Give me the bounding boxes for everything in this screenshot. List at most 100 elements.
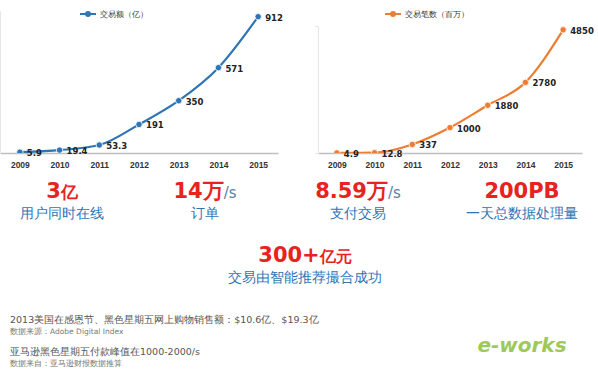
point (255, 13, 261, 19)
stat-unit: /s (224, 184, 237, 202)
data-label: 2780 (532, 78, 556, 88)
point (522, 79, 528, 85)
y-axis-line (0, 12, 1, 154)
data-label: 12.8 (382, 149, 403, 159)
highlight-unit: 亿元 (319, 247, 352, 266)
x-tick-label: 2014 (209, 160, 228, 170)
data-labels: 5.9 19.4 53.3 191 350 571 912 (27, 13, 283, 158)
stat-label: 支付交易 (330, 205, 386, 221)
note-text: 亚马逊黑色星期五付款峰值在1000-2000/s (10, 346, 200, 357)
x-tick-label: 2013 (479, 160, 498, 170)
y-axis (315, 27, 319, 154)
stat-label: 订单 (191, 205, 219, 221)
x-tick-label: 2012 (130, 160, 149, 170)
data-label: 571 (225, 64, 243, 74)
notes: 2013美国在感恩节、黑色星期五网上购物销售额：$10.6亿、$19.3亿数据来… (10, 314, 319, 368)
series-line (20, 17, 258, 152)
y-axis-line (315, 27, 319, 154)
data-label: 4.9 (344, 149, 359, 159)
x-tick: 2011 (404, 153, 423, 170)
x-tick-label: 2012 (441, 160, 460, 170)
x-tick: 2014 (209, 153, 228, 170)
x-axis-line (1, 153, 279, 155)
data-label: 191 (146, 120, 164, 130)
x-tick-label: 2015 (249, 160, 268, 170)
x-tick-label: 2013 (170, 160, 189, 170)
stats: 3亿用户同时在线14万/s订单8.59万/s支付交易200PB一天总数据处理量 (20, 179, 578, 221)
x-tick: 2013 (479, 153, 498, 170)
data-label: 53.3 (106, 141, 127, 151)
data-label: 337 (419, 140, 437, 150)
x-tick: 2012 (130, 153, 149, 170)
data-label: 19.4 (67, 146, 88, 156)
stat-value: 200PB (484, 179, 559, 203)
x-tick-label: 2009 (328, 160, 347, 170)
x-tick-label: 2011 (91, 160, 110, 170)
x-tick-label: 2015 (554, 160, 573, 170)
highlight: 300+亿元交易由智能推荐撮合成功 (228, 243, 382, 285)
point (560, 27, 566, 33)
note-text: 2013美国在感恩节、黑色星期五网上购物销售额：$10.6亿、$19.3亿 (10, 314, 319, 325)
stat-value: 8.59万/s (315, 179, 401, 203)
point (447, 124, 453, 130)
point (485, 102, 491, 108)
highlight-label: 交易由智能推荐撮合成功 (228, 269, 382, 285)
point (136, 121, 142, 127)
point (215, 64, 221, 70)
legend-marker (390, 11, 396, 17)
stat-label: 一天总数据处理量 (466, 205, 578, 221)
stat-unit: 亿 (60, 182, 79, 202)
x-tick-label: 2009 (11, 160, 30, 170)
legend-label: 交易笔数（百万） (405, 10, 469, 19)
highlight-number: 300+ (258, 243, 319, 267)
note-source: 数据来源：Adobe Digital Index (10, 327, 124, 336)
stat-value: 3亿 (46, 179, 79, 203)
stat-number: 14万 (173, 179, 223, 203)
x-tick-label: 2010 (366, 160, 385, 170)
watermark: e-works (477, 333, 566, 357)
point (176, 97, 182, 103)
legend-marker (85, 11, 91, 17)
series-line (337, 30, 563, 153)
data-label: 1000 (457, 124, 481, 134)
chart: 2009 2010 2011 2012 2013 2014 2015 5.9 19.4 53.3 1… (0, 10, 283, 170)
x-tick: 2015 (249, 153, 268, 170)
point (56, 147, 62, 153)
canvas: 2009 2010 2011 2012 2013 2014 2015 5.9 19.4 53.3 1… (0, 0, 598, 372)
chart: 2009 2010 2011 2012 2013 2014 2015 4.9 12.8 337 10… (315, 10, 594, 170)
stat-number: 3 (46, 179, 61, 203)
point (96, 142, 102, 148)
stat-value: 14万/s (173, 179, 236, 203)
x-tick: 2015 (554, 153, 573, 170)
x-tick: 2013 (170, 153, 189, 170)
note-source: 数据来自：亚马逊财报数据推算 (10, 359, 122, 368)
plot-area (334, 27, 567, 153)
highlight-value: 300+亿元 (258, 243, 351, 267)
stat-label: 用户同时在线 (20, 205, 104, 221)
data-labels: 4.9 12.8 337 1000 1880 2780 4850 (344, 26, 594, 159)
point (17, 149, 23, 153)
x-tick: 2011 (91, 153, 110, 170)
legend: 交易额（亿） (80, 10, 148, 19)
legend: 交易笔数（百万） (385, 10, 469, 19)
data-label: 912 (265, 13, 283, 23)
data-label: 1880 (495, 101, 519, 111)
x-tick: 2014 (516, 153, 535, 170)
legend-label: 交易额（亿） (100, 10, 148, 19)
data-label: 4850 (570, 26, 594, 36)
point (334, 150, 340, 153)
data-label: 350 (186, 97, 204, 107)
y-axis (0, 12, 1, 154)
stat-number: 200PB (484, 179, 559, 203)
x-tick-label: 2014 (516, 160, 535, 170)
x-axis: 2009 2010 2011 2012 2013 2014 2015 (1, 153, 279, 170)
point (371, 149, 377, 153)
x-tick-label: 2010 (51, 160, 70, 170)
stat-number: 8.59万 (315, 179, 388, 203)
x-tick: 2012 (441, 153, 460, 170)
point (409, 141, 415, 147)
x-tick-label: 2011 (404, 160, 423, 170)
data-label: 5.9 (27, 148, 42, 158)
stat-unit: /s (388, 184, 401, 202)
plot-area (17, 13, 262, 153)
